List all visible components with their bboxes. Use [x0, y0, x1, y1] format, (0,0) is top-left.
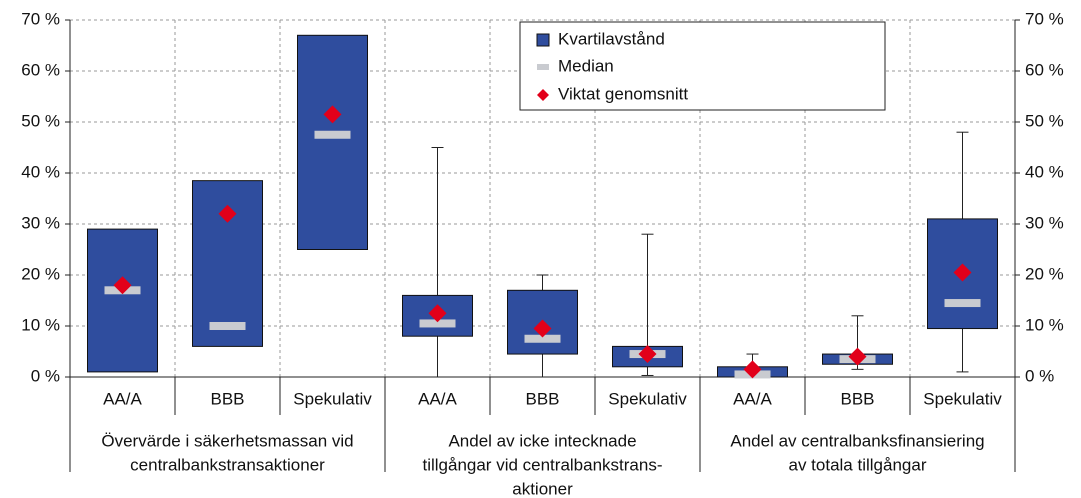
- legend-swatch: [537, 64, 549, 70]
- y-tick-label: 60 %: [21, 60, 60, 79]
- mean-marker: [848, 347, 867, 366]
- y2-tick-label: 20 %: [1025, 264, 1064, 283]
- y-tick-label: 50 %: [21, 111, 60, 130]
- mean-marker: [638, 345, 657, 364]
- y2-tick-label: 10 %: [1025, 315, 1064, 334]
- median: [524, 334, 561, 343]
- y2-tick-label: 0 %: [1025, 366, 1054, 385]
- median: [419, 319, 456, 328]
- x-tick-label: Spekulativ: [293, 389, 372, 408]
- y-tick-label: 40 %: [21, 162, 60, 181]
- y2-tick-label: 70 %: [1025, 9, 1064, 28]
- legend-swatch: [537, 89, 549, 101]
- median: [944, 299, 981, 308]
- x-tick-label: BBB: [210, 389, 244, 408]
- x-tick-label: BBB: [840, 389, 874, 408]
- x-tick-label: BBB: [525, 389, 559, 408]
- box: [297, 34, 368, 250]
- median: [209, 322, 246, 330]
- x-tick-label: AA/A: [418, 389, 457, 408]
- legend-label: Viktat genomsnitt: [558, 84, 688, 103]
- group-label: Andel av centralbanksfinansiering: [730, 431, 984, 450]
- group-label: aktioner: [512, 479, 573, 498]
- x-tick-label: Spekulativ: [923, 389, 1002, 408]
- box: [507, 289, 578, 355]
- median: [314, 130, 351, 139]
- x-tick-label: AA/A: [733, 389, 772, 408]
- mean-marker: [533, 319, 552, 338]
- legend-label: Kvartilavstånd: [558, 29, 665, 48]
- group-label: av totala tillgångar: [789, 455, 927, 474]
- group-label: centralbankstransaktioner: [130, 455, 325, 474]
- y2-tick-label: 60 %: [1025, 60, 1064, 79]
- y2-tick-label: 40 %: [1025, 162, 1064, 181]
- x-tick-label: AA/A: [103, 389, 142, 408]
- y-tick-label: 10 %: [21, 315, 60, 334]
- legend-box: [519, 21, 886, 111]
- mean-marker: [743, 360, 762, 379]
- x-tick-label: Spekulativ: [608, 389, 687, 408]
- y-tick-label: 0 %: [31, 366, 60, 385]
- mean-marker: [113, 276, 132, 295]
- y2-tick-label: 50 %: [1025, 111, 1064, 130]
- mean-marker: [323, 105, 342, 124]
- group-label: Andel av icke intecknade: [448, 431, 636, 450]
- y-tick-label: 20 %: [21, 264, 60, 283]
- group-label: tillgångar vid centralbankstrans-: [422, 455, 662, 474]
- legend-label: Median: [558, 56, 614, 75]
- mean-marker: [953, 263, 972, 282]
- y2-tick-label: 30 %: [1025, 213, 1064, 232]
- box: [87, 228, 158, 373]
- mean-marker: [428, 304, 447, 323]
- mean-marker: [218, 204, 237, 223]
- group-label: Övervärde i säkerhetsmassan vid: [101, 431, 353, 450]
- legend-swatch: [536, 33, 550, 47]
- y-tick-label: 30 %: [21, 213, 60, 232]
- y-tick-label: 70 %: [21, 9, 60, 28]
